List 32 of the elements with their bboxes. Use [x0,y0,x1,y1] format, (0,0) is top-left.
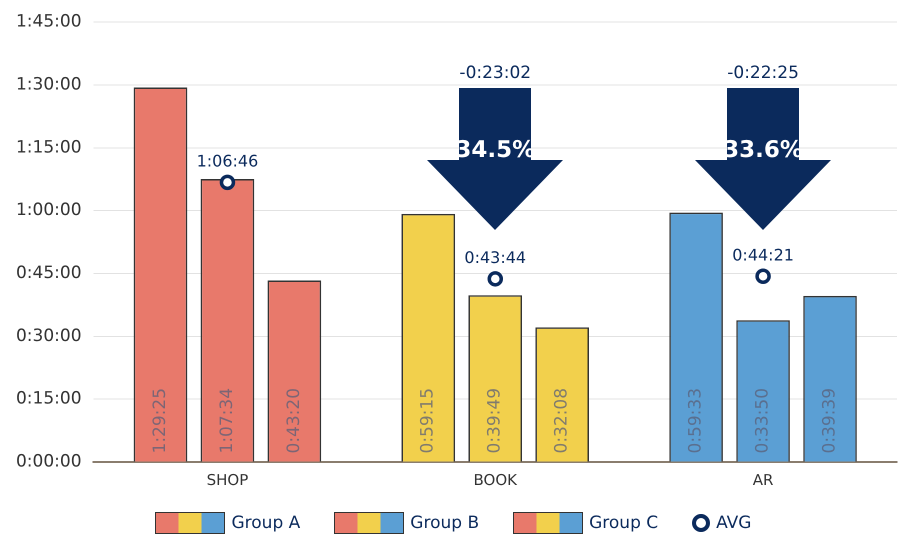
data-label: 1:06:46 [196,152,258,170]
data-label: 0:33:50 [752,388,773,454]
annotation: -0:23:02 [459,63,532,84]
y-tick-label: 1:30:00 [16,74,82,94]
point [755,268,771,284]
data-label: 0:44:21 [732,245,794,264]
data-label: 0:43:44 [464,248,526,267]
y-tick-label: 1:00:00 [16,200,82,220]
legend-label: AVG [716,513,752,533]
point [220,174,236,190]
y-tick-label: 1:45:00 [16,12,82,32]
data-label: 1:07:34 [216,388,237,454]
legend-label: Group A [231,513,300,533]
y-tick-label: 0:30:00 [16,326,82,346]
data-label: 0:39:39 [819,388,840,454]
data-label: 1:29:25 [150,388,170,454]
data-label: 0:59:33 [686,388,706,454]
y-tick-label: 0:45:00 [16,262,82,283]
data-label: 0:39:49 [484,388,505,454]
x-tick-label: SHOP [206,470,248,489]
annotation: -0:22:25 [727,63,799,84]
data-label: 0:43:20 [284,388,304,454]
y-tick-label: 0:15:00 [16,388,82,409]
data-label: 0:32:08 [552,388,572,454]
x-tick-label: BOOK [474,470,518,489]
y-tick-label: 1:15:00 [16,137,82,158]
y-tick-label: 0:00:00 [16,451,82,472]
x-tick-label: AR [752,470,774,489]
legend-label: Group C [589,513,658,533]
point [488,271,504,287]
legend-label: Group B [410,513,480,533]
data-label: 0:59:15 [418,388,438,454]
